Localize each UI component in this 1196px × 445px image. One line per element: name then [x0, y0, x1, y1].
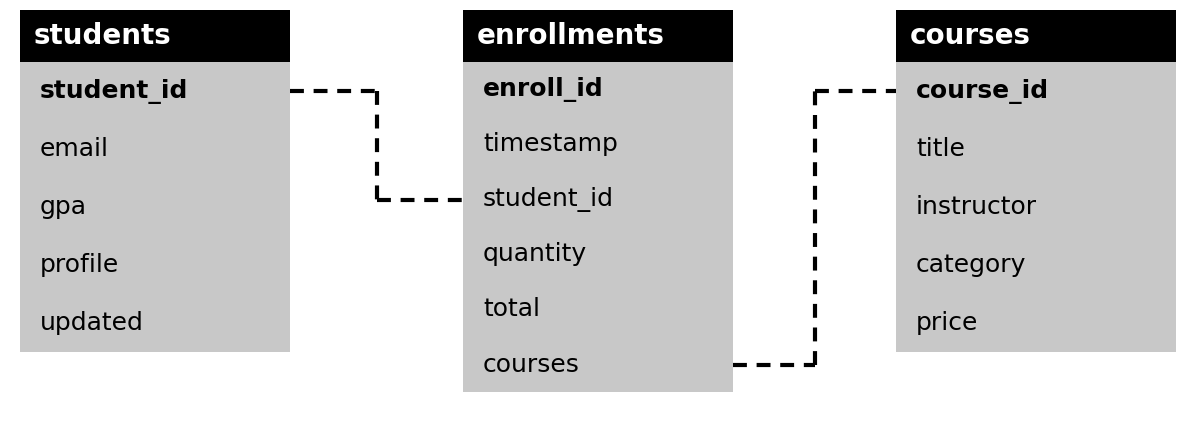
Text: category: category — [916, 253, 1026, 277]
Bar — [463, 62, 733, 392]
Bar — [463, 10, 733, 62]
Text: profile: profile — [39, 253, 120, 277]
Text: timestamp: timestamp — [483, 133, 618, 157]
Bar — [20, 62, 289, 352]
Text: course_id: course_id — [916, 78, 1049, 104]
Text: courses: courses — [483, 352, 580, 376]
Text: students: students — [33, 22, 172, 50]
Text: title: title — [916, 137, 965, 161]
Text: quantity: quantity — [483, 243, 587, 267]
Text: email: email — [39, 137, 109, 161]
Text: instructor: instructor — [916, 195, 1037, 219]
Text: enroll_id: enroll_id — [483, 77, 604, 102]
Bar — [896, 62, 1176, 352]
Bar — [20, 10, 289, 62]
Text: total: total — [483, 298, 541, 321]
Text: gpa: gpa — [39, 195, 87, 219]
Text: enrollments: enrollments — [477, 22, 665, 50]
Text: price: price — [916, 311, 978, 335]
Text: courses: courses — [910, 22, 1031, 50]
Text: updated: updated — [39, 311, 144, 335]
Text: student_id: student_id — [483, 187, 614, 212]
Bar — [896, 10, 1176, 62]
Text: student_id: student_id — [39, 78, 189, 104]
